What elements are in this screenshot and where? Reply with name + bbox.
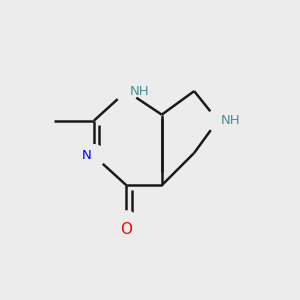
Text: NH: NH bbox=[129, 85, 149, 98]
Text: O: O bbox=[120, 222, 132, 237]
Circle shape bbox=[206, 110, 229, 132]
Text: N: N bbox=[81, 149, 91, 162]
Circle shape bbox=[115, 211, 138, 233]
Text: NH: NH bbox=[221, 114, 240, 127]
Circle shape bbox=[115, 80, 138, 102]
Circle shape bbox=[83, 145, 105, 167]
